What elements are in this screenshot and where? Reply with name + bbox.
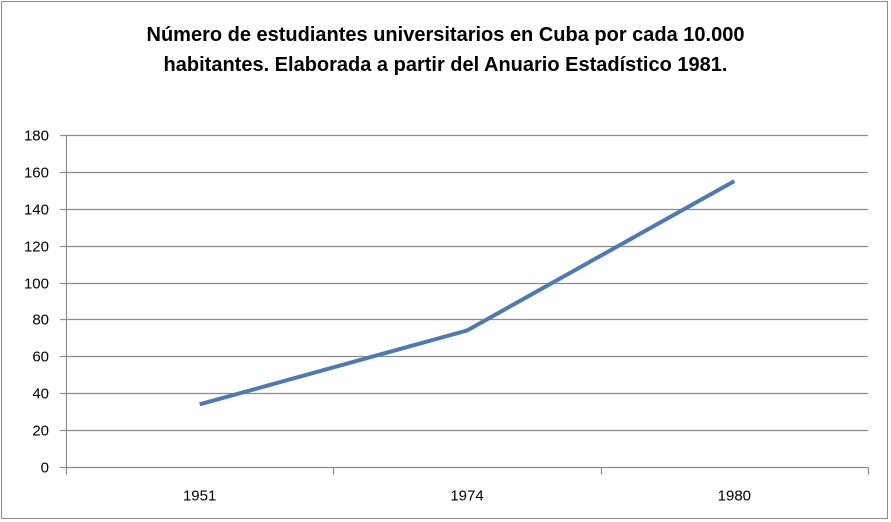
chart-title: Número de estudiantes universitarios en …: [0, 20, 891, 80]
x-tick-label-1974: 1974: [450, 488, 483, 505]
y-tick-label-60: 60: [32, 349, 49, 366]
chart-title-line-1: Número de estudiantes universitarios en …: [146, 24, 745, 46]
y-tick-label-40: 40: [32, 386, 49, 403]
y-tick-label-120: 120: [24, 239, 49, 256]
y-tick-label-0: 0: [41, 460, 49, 477]
x-tick-label-1951: 1951: [183, 488, 216, 505]
y-tick-label-20: 20: [32, 423, 49, 440]
y-tick-label-160: 160: [24, 165, 49, 182]
gridlines: [66, 134, 868, 432]
y-tick-label-100: 100: [24, 276, 49, 293]
series-line-0: [199, 179, 736, 407]
series: [199, 179, 736, 407]
y-axis-tick-labels: 0 20 40 60 80 100 120 140 160 180: [24, 128, 49, 477]
x-tick-label-1980: 1980: [718, 488, 751, 505]
y-tick-label-180: 180: [24, 128, 49, 145]
y-tick-label-140: 140: [24, 202, 49, 219]
y-tick-label-80: 80: [32, 312, 49, 329]
x-axis-tick-labels: 1951 1974 1980: [183, 488, 751, 505]
axes: [60, 134, 870, 475]
chart-title-line-2: habitantes. Elaborada a partir del Anuar…: [163, 54, 728, 76]
